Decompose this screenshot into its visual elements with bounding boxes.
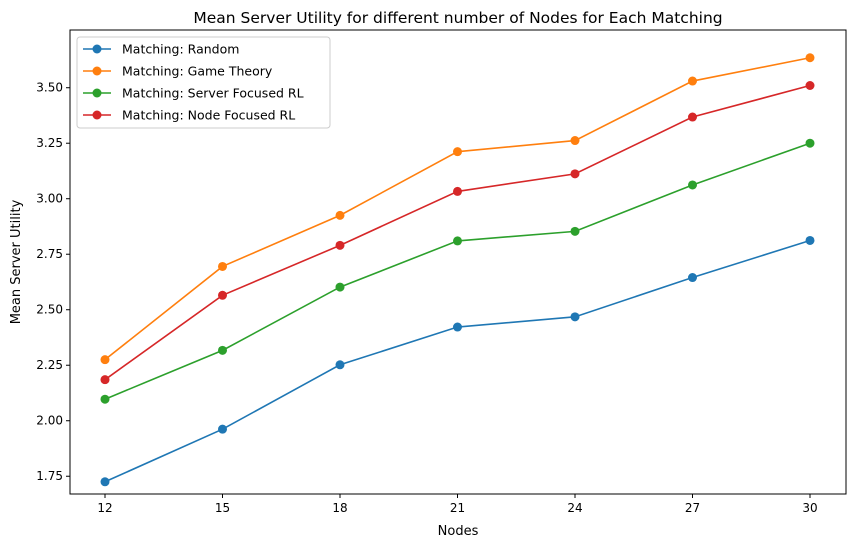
data-point bbox=[688, 180, 697, 190]
data-point bbox=[335, 360, 345, 370]
data-point bbox=[218, 424, 227, 434]
x-tick-label: 18 bbox=[332, 501, 347, 515]
data-point bbox=[688, 273, 697, 283]
data-point bbox=[805, 81, 815, 91]
x-tick-label: 24 bbox=[567, 501, 582, 515]
legend-label: Matching: Server Focused RL bbox=[122, 86, 304, 101]
series-2 bbox=[100, 53, 815, 365]
y-tick-label: 3.00 bbox=[36, 192, 63, 206]
data-point bbox=[218, 290, 227, 300]
data-point bbox=[453, 236, 462, 246]
x-tick-label: 30 bbox=[802, 501, 817, 515]
series-1 bbox=[100, 235, 815, 487]
y-tick-label: 3.25 bbox=[36, 136, 63, 150]
x-axis: 12 15 18 21 24 27 30 bbox=[97, 494, 818, 515]
series-4 bbox=[100, 81, 815, 385]
data-point bbox=[335, 210, 345, 220]
data-point bbox=[805, 235, 815, 245]
legend-swatch-marker bbox=[92, 88, 102, 98]
y-axis: 1.75 2.00 2.25 2.50 2.75 3.00 3.25 3.50 bbox=[36, 81, 70, 483]
y-tick-label: 2.75 bbox=[36, 247, 63, 261]
legend-swatch-marker bbox=[92, 110, 102, 120]
data-point bbox=[805, 53, 815, 63]
data-point bbox=[453, 147, 462, 157]
x-tick-label: 27 bbox=[685, 501, 700, 515]
series-line bbox=[104, 142, 811, 400]
x-tick-label: 12 bbox=[97, 501, 112, 515]
x-axis-label: Nodes bbox=[438, 524, 479, 539]
x-tick-label: 15 bbox=[215, 501, 230, 515]
data-point bbox=[805, 138, 815, 148]
data-point bbox=[688, 112, 697, 122]
y-axis-label: Mean Server Utility bbox=[9, 199, 24, 324]
legend-swatch-marker bbox=[92, 44, 102, 54]
y-tick-label: 2.25 bbox=[36, 358, 63, 372]
series-layer bbox=[100, 53, 815, 487]
data-point bbox=[570, 136, 580, 146]
data-point bbox=[335, 240, 345, 250]
y-tick-label: 2.50 bbox=[36, 303, 63, 317]
series-3 bbox=[100, 138, 815, 404]
data-point bbox=[453, 186, 462, 196]
data-point bbox=[218, 345, 227, 355]
y-tick-label: 1.75 bbox=[36, 469, 63, 483]
data-point bbox=[453, 322, 462, 332]
data-point bbox=[100, 477, 110, 487]
data-point bbox=[688, 76, 697, 86]
data-point bbox=[570, 169, 580, 179]
data-point bbox=[100, 375, 110, 385]
legend-label: Matching: Random bbox=[122, 42, 239, 57]
legend-label: Matching: Node Focused RL bbox=[122, 108, 295, 123]
chart-title: Mean Server Utility for different number… bbox=[193, 9, 722, 27]
x-tick-label: 21 bbox=[450, 501, 465, 515]
legend-frame bbox=[76, 36, 331, 129]
y-tick-label: 3.50 bbox=[36, 81, 63, 95]
data-point bbox=[335, 282, 345, 292]
legend-swatch-marker bbox=[92, 66, 102, 76]
y-tick-label: 2.00 bbox=[36, 414, 63, 428]
data-point bbox=[218, 261, 227, 271]
legend: Matching: Random Matching: Game Theory Mat… bbox=[76, 36, 331, 129]
data-point bbox=[570, 312, 580, 322]
data-point bbox=[100, 355, 110, 365]
series-line bbox=[104, 84, 811, 381]
data-point bbox=[570, 226, 580, 236]
data-point bbox=[100, 394, 110, 404]
legend-label: Matching: Game Theory bbox=[122, 64, 273, 79]
